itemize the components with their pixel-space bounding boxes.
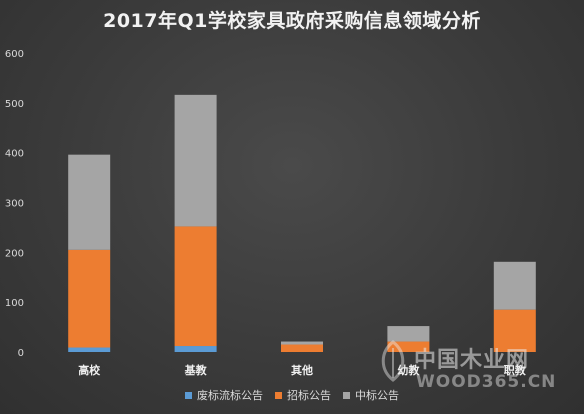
y-tick-label: 200: [5, 248, 24, 259]
watermark: 中国木业网 WOOD365.CN: [362, 330, 584, 414]
y-tick-label: 600: [5, 49, 24, 60]
y-tick-label: 100: [5, 298, 24, 309]
bar-segment: [281, 344, 323, 352]
legend-swatch: [343, 392, 350, 399]
bar-segment: [68, 347, 111, 352]
bar-segment: [174, 346, 217, 352]
bar-segment: [387, 341, 430, 352]
bar-segment: [68, 154, 111, 250]
bar-segment: [68, 249, 111, 348]
chart-title: 2017年Q1学校家具政府采购信息领域分析: [103, 10, 481, 32]
bar-segment: [174, 94, 217, 227]
bar-segment: [174, 226, 217, 347]
watermark-text-cn: 中国木业网: [414, 348, 530, 373]
legend-swatch: [185, 392, 192, 399]
bar-segment: [281, 341, 323, 345]
x-tick-label: 其他: [291, 363, 313, 377]
bar-segment: [493, 309, 536, 352]
x-tick-label: 高校: [78, 363, 101, 377]
watermark-text-en: WOOD365.CN: [416, 372, 557, 392]
y-tick-label: 300: [5, 199, 24, 210]
watermark-logo-icon: [381, 340, 405, 382]
bar-segment: [387, 326, 430, 342]
legend-label: 废标流标公告: [197, 388, 263, 402]
x-tick-label: 幼教: [397, 363, 420, 377]
y-tick-label: 500: [5, 99, 24, 110]
x-tick-label: 职教: [504, 363, 527, 377]
y-tick-label: 0: [18, 348, 24, 359]
x-tick-label: 基教: [184, 363, 208, 377]
legend-label: 中标公告: [355, 388, 399, 402]
legend-swatch: [275, 392, 282, 399]
y-tick-label: 400: [5, 149, 24, 160]
legend-label: 招标公告: [287, 388, 331, 402]
bar-segment: [493, 261, 536, 310]
